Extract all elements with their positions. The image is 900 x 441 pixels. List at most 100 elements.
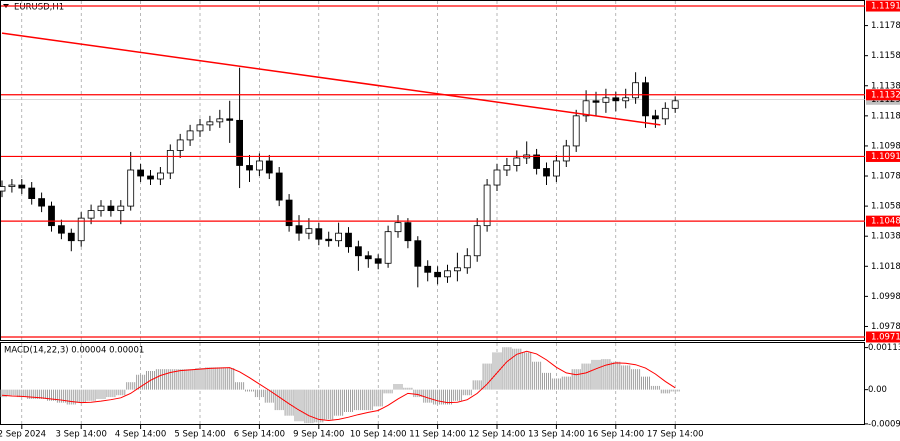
y-tick-label: 1.1038 [871, 232, 900, 242]
level-box [866, 331, 900, 343]
candle-body [275, 172, 283, 201]
candle-body [562, 145, 570, 162]
candle-body [364, 255, 372, 260]
candle-body [543, 168, 550, 177]
candle-body [226, 118, 234, 121]
candle-body [463, 255, 471, 269]
candle-body [107, 205, 115, 212]
candle-body [533, 154, 540, 169]
candle-body [216, 118, 224, 123]
y-tick-label: 1.0978 [871, 322, 900, 332]
candle-body [434, 271, 442, 278]
x-tick-label: 9 Sep 14:00 [293, 430, 344, 440]
candle-body [255, 160, 263, 171]
x-tick-label: 12 Sep 14:00 [469, 430, 526, 440]
x-tick-label: 10 Sep 14:00 [350, 430, 407, 440]
level-box [866, 0, 900, 12]
candle-body [206, 121, 214, 126]
candle-body [345, 232, 352, 248]
candle-body [483, 184, 491, 227]
candle-body [424, 265, 432, 273]
level-label: 1.1048 [871, 217, 900, 227]
candle-body [592, 100, 600, 103]
candle-body [77, 217, 85, 242]
x-tick-label: 13 Sep 14:00 [528, 430, 585, 440]
level-label: 1.1191 [871, 2, 900, 12]
candle-body [285, 199, 293, 227]
macd-y-tick-label: 0.00 [868, 385, 887, 395]
x-tick-label: 11 Sep 14:00 [409, 430, 466, 440]
x-tick-label: 17 Sep 14:00 [647, 430, 704, 440]
candle-body [404, 222, 412, 242]
candle-body [147, 175, 154, 180]
candle-body [513, 157, 521, 166]
candle-body [166, 150, 174, 174]
candle-body [315, 228, 323, 240]
candle-body [265, 160, 273, 174]
candle-body [453, 267, 461, 272]
candle-body [97, 205, 105, 212]
candle-body [572, 115, 580, 147]
candle-body [295, 225, 303, 234]
candle-body [8, 184, 16, 187]
candle-body [196, 124, 204, 132]
macd-signal [1, 350, 676, 422]
x-tick-label: 3 Sep 14:00 [56, 430, 107, 440]
candle-body [67, 232, 75, 242]
candle-body [156, 172, 164, 180]
level-box [866, 150, 900, 162]
level-label: 1.1091 [871, 152, 900, 162]
x-tick-label: 6 Sep 14:00 [234, 430, 285, 440]
y-tick-label: 1.1078 [871, 172, 900, 182]
candle-body [38, 198, 45, 207]
candle-body [632, 82, 639, 99]
candle-body [305, 228, 313, 234]
candle-body [503, 165, 511, 171]
macd-frame [0, 342, 865, 425]
y-tick-label: 1.1178 [871, 21, 900, 31]
trendline [1, 32, 661, 126]
main-frame [0, 0, 865, 341]
candles [0, 67, 679, 288]
candle-body [246, 165, 253, 171]
y-tick-label: 1.1058 [871, 202, 900, 212]
candle-body [493, 169, 501, 186]
symbol-title: EURUSD,H1 [14, 3, 64, 13]
candle-body [117, 205, 125, 212]
y-tick-label: 1.1018 [871, 262, 900, 272]
x-tick-label: 2 Sep 2024 [0, 430, 46, 440]
candle-body [394, 222, 402, 233]
level-box [866, 89, 900, 101]
candle-body [384, 231, 392, 264]
candle-body [335, 232, 343, 242]
x-tick-label: 16 Sep 14:00 [587, 430, 644, 440]
y-tick-label: 1.0998 [871, 292, 900, 302]
candle-body [18, 184, 26, 189]
candle-body [612, 97, 620, 102]
candle-body [622, 97, 630, 102]
x-tick-label: 4 Sep 14:00 [115, 430, 166, 440]
candle-body [28, 187, 36, 199]
macd-title: MACD(14,22,3) 0.00004 0.00001 [4, 346, 144, 356]
candle-body [642, 82, 649, 117]
candle-body [236, 119, 244, 166]
level-box [866, 215, 900, 227]
candle-body [374, 258, 382, 264]
macd-y-tick-label: 0.00113 [868, 343, 900, 353]
candle-body [325, 238, 333, 242]
candle-body [661, 107, 669, 120]
x-tick-label: 5 Sep 14:00 [174, 430, 225, 440]
level-label: 1.0971 [871, 332, 900, 342]
candle-body [582, 100, 590, 117]
candle-body [671, 100, 679, 109]
y-tick-label: 1.1138 [871, 81, 900, 91]
y-tick-label: 1.1158 [871, 51, 900, 61]
candle-body [414, 240, 422, 267]
candle-body [48, 205, 55, 227]
macd-y-tick-label: -0.00092 [868, 419, 900, 429]
candle-body [176, 139, 184, 151]
candle-body [444, 270, 451, 278]
candle-body [354, 246, 362, 257]
level-label: 1.1132 [871, 90, 900, 100]
